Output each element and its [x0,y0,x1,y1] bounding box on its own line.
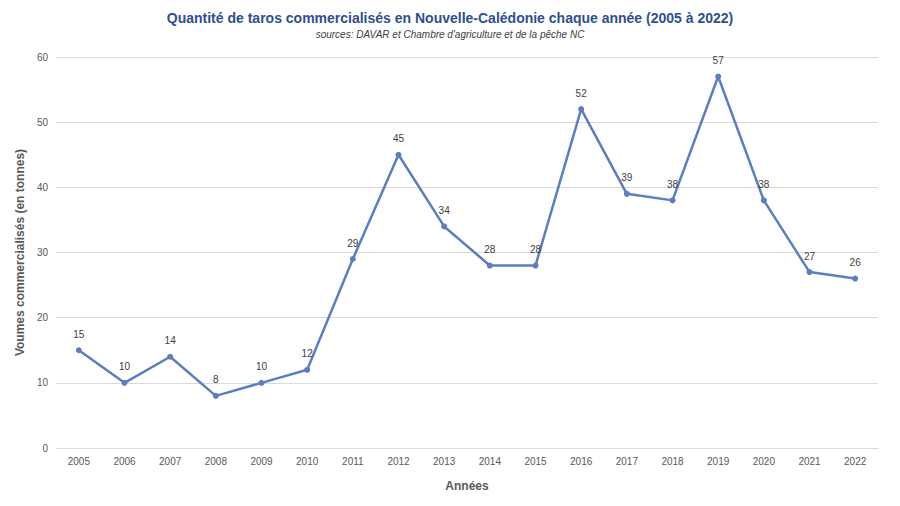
svg-text:2010: 2010 [296,456,319,467]
svg-text:Années: Années [445,479,489,493]
svg-text:28: 28 [484,244,496,255]
svg-text:2005: 2005 [68,456,91,467]
svg-text:2015: 2015 [524,456,547,467]
svg-text:39: 39 [621,172,633,183]
svg-text:15: 15 [73,329,85,340]
svg-text:2014: 2014 [479,456,502,467]
svg-text:12: 12 [302,348,314,359]
svg-text:38: 38 [667,179,679,190]
svg-text:2016: 2016 [570,456,593,467]
svg-text:60: 60 [37,52,49,63]
svg-text:57: 57 [713,55,725,66]
svg-text:2011: 2011 [342,456,364,467]
svg-text:26: 26 [850,257,862,268]
svg-text:2013: 2013 [433,456,456,467]
svg-text:Voumes commercialisés (en tonn: Voumes commercialisés (en tonnes) [13,149,27,356]
svg-text:2019: 2019 [707,456,730,467]
svg-text:34: 34 [439,205,451,216]
svg-text:2020: 2020 [753,456,776,467]
svg-text:10: 10 [119,361,131,372]
svg-text:14: 14 [165,335,177,346]
svg-text:2006: 2006 [113,456,136,467]
svg-text:0: 0 [42,443,48,454]
svg-text:29: 29 [347,238,359,249]
svg-text:sources: DAVAR et Chambre d'ag: sources: DAVAR et Chambre d'agriculture … [316,29,585,40]
svg-text:2012: 2012 [387,456,410,467]
svg-text:Quantité de taros commercialis: Quantité de taros commercialisés en Nouv… [167,10,733,26]
svg-text:2018: 2018 [661,456,684,467]
svg-text:10: 10 [256,361,268,372]
svg-text:2017: 2017 [616,456,639,467]
svg-text:2021: 2021 [798,456,821,467]
svg-text:2008: 2008 [205,456,228,467]
svg-text:2022: 2022 [844,456,867,467]
svg-text:28: 28 [530,244,542,255]
svg-text:38: 38 [758,179,770,190]
svg-text:45: 45 [393,133,405,144]
svg-text:50: 50 [37,117,49,128]
svg-text:2007: 2007 [159,456,182,467]
svg-text:30: 30 [37,247,49,258]
svg-text:20: 20 [37,312,49,323]
svg-text:2009: 2009 [250,456,273,467]
svg-text:40: 40 [37,182,49,193]
svg-text:52: 52 [576,88,588,99]
svg-text:8: 8 [213,374,219,385]
svg-text:10: 10 [37,377,49,388]
svg-text:27: 27 [804,251,816,262]
